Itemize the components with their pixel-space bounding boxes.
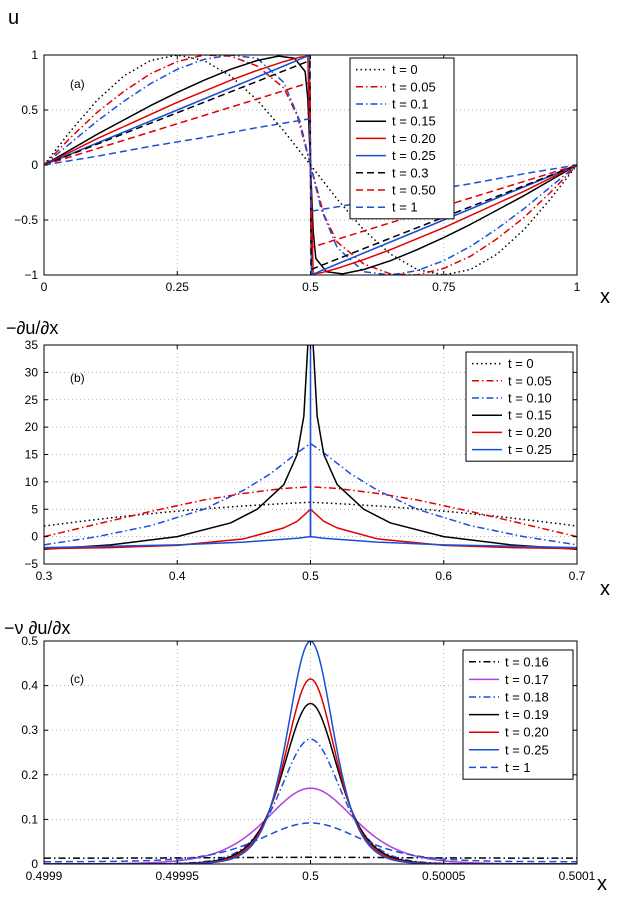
- series-line: [44, 345, 577, 549]
- legend-entry: t = 0.20: [508, 425, 552, 440]
- legend: t = 0 t = 0.05 t = 0.1 t = 0.15 t = 0.20 t = …: [349, 57, 455, 220]
- y-tick-label: 5: [31, 502, 38, 516]
- x-tick-label: 0.5: [302, 869, 319, 883]
- legend-entry: t = 0.16: [505, 654, 549, 669]
- legend-entry: t = 0.05: [392, 79, 436, 94]
- x-tick-label: 1: [574, 280, 581, 294]
- y-tick-label: 0.4: [21, 679, 38, 693]
- legend: t = 0 t = 0.05 t = 0.10 t = 0.15 t = 0.20 t =…: [465, 351, 574, 462]
- x-tick-label: 0.49995: [156, 869, 200, 883]
- legend-entry: t = 0.3: [392, 165, 429, 180]
- series-line: [44, 59, 577, 271]
- chart-panel-c: 0.4999 0.49995 0.5 0.50005 0.5001 0 0.1 0.2 0.3 0…: [4, 618, 607, 895]
- x-axis-label: x: [600, 286, 610, 308]
- legend-entry: t = 0: [508, 356, 534, 371]
- legend-entry: t = 1: [505, 760, 531, 775]
- series-line: [44, 345, 577, 550]
- legend-entry: t = 0.20: [392, 131, 436, 146]
- x-tick-label: 0.6: [435, 569, 452, 583]
- legend-entry: t = 0.15: [392, 114, 436, 129]
- legend-entry: t = 0.20: [505, 725, 549, 740]
- x-tick-label: 0.7: [569, 569, 586, 583]
- panel-label: (c): [70, 672, 84, 686]
- y-tick-label: 0.5: [21, 634, 38, 648]
- y-tick-label: 0.5: [21, 103, 38, 117]
- x-tick-label: 0.5001: [559, 869, 596, 883]
- y-tick-label: −1: [24, 268, 38, 282]
- series-line: [44, 822, 577, 863]
- y-tick-label: −0.5: [14, 213, 38, 227]
- x-tick-label: 0.4999: [26, 869, 63, 883]
- y-tick-label: 0.2: [21, 768, 38, 782]
- x-tick-label: 0.3: [36, 569, 53, 583]
- x-axis-label: x: [600, 578, 610, 600]
- legend-entry: t = 0.25: [505, 742, 549, 757]
- y-tick-label: 20: [25, 420, 39, 434]
- x-tick-label: 0.4: [169, 569, 186, 583]
- legend-entry: t = 0: [392, 62, 418, 77]
- legend-entry: t = 0.15: [508, 408, 552, 423]
- legend-entry: t = 0.17: [505, 672, 549, 687]
- x-tick-label: 0.25: [166, 280, 190, 294]
- series-line: [44, 442, 577, 546]
- series-line: [44, 501, 577, 527]
- y-tick-label: 25: [25, 393, 39, 407]
- chart-panel-a: 0 0.25 0.5 0.75 1 −1 −0.5 0 0.5 1 u x (a) t = 0 t = 0.…: [8, 7, 610, 308]
- y-tick-label: 35: [25, 338, 39, 352]
- panel-label: (a): [70, 77, 85, 91]
- y-tick-label: 30: [25, 365, 39, 379]
- y-tick-label: 0.1: [21, 812, 38, 826]
- legend-entry: t = 0.05: [508, 373, 552, 388]
- y-tick-label: 0: [31, 857, 38, 871]
- y-tick-label: −5: [24, 557, 38, 571]
- y-axis-label: u: [8, 7, 19, 29]
- legend-entry: t = 0.19: [505, 707, 549, 722]
- legend-entry: t = 1: [392, 200, 418, 215]
- y-tick-label: 10: [25, 475, 39, 489]
- legend-entry: t = 0.25: [392, 148, 436, 163]
- chart-panel-b: 0.3 0.4 0.5 0.6 0.7 −5 0 5 10 15 20 25 30 35−∂u/∂x x (b…: [6, 318, 610, 600]
- series-line: [44, 856, 577, 859]
- x-tick-label: 0.50005: [422, 869, 466, 883]
- x-tick-label: 0.5: [302, 569, 319, 583]
- y-tick-label: 0: [31, 530, 38, 544]
- legend-entry: t = 0.18: [505, 690, 549, 705]
- y-tick-label: 0: [31, 158, 38, 172]
- y-axis-label: −ν ∂u/∂x: [4, 618, 70, 638]
- y-tick-label: 15: [25, 448, 39, 462]
- legend-entry: t = 0.1: [392, 97, 429, 112]
- series-line: [44, 55, 577, 275]
- series-group: [44, 55, 577, 275]
- series-line: [44, 81, 577, 249]
- y-tick-label: 1: [31, 48, 38, 62]
- legend-box: [349, 57, 455, 220]
- y-tick-label: 0.3: [21, 723, 38, 737]
- legend-box: [465, 351, 574, 462]
- panel-label: (b): [70, 371, 85, 385]
- x-tick-label: 0: [41, 280, 48, 294]
- legend-entry: t = 0.50: [392, 183, 436, 198]
- legend: t = 0.16 t = 0.17 t = 0.18 t = 0.19 t = 0.20…: [462, 649, 574, 780]
- x-tick-label: 0.75: [432, 280, 456, 294]
- legend-entry: t = 0.25: [508, 442, 552, 457]
- x-tick-label: 0.5: [302, 280, 319, 294]
- series-group: [44, 345, 577, 550]
- y-axis-label: −∂u/∂x: [6, 318, 58, 338]
- x-axis-label: x: [597, 873, 607, 895]
- legend-entry: t = 0.10: [508, 391, 552, 406]
